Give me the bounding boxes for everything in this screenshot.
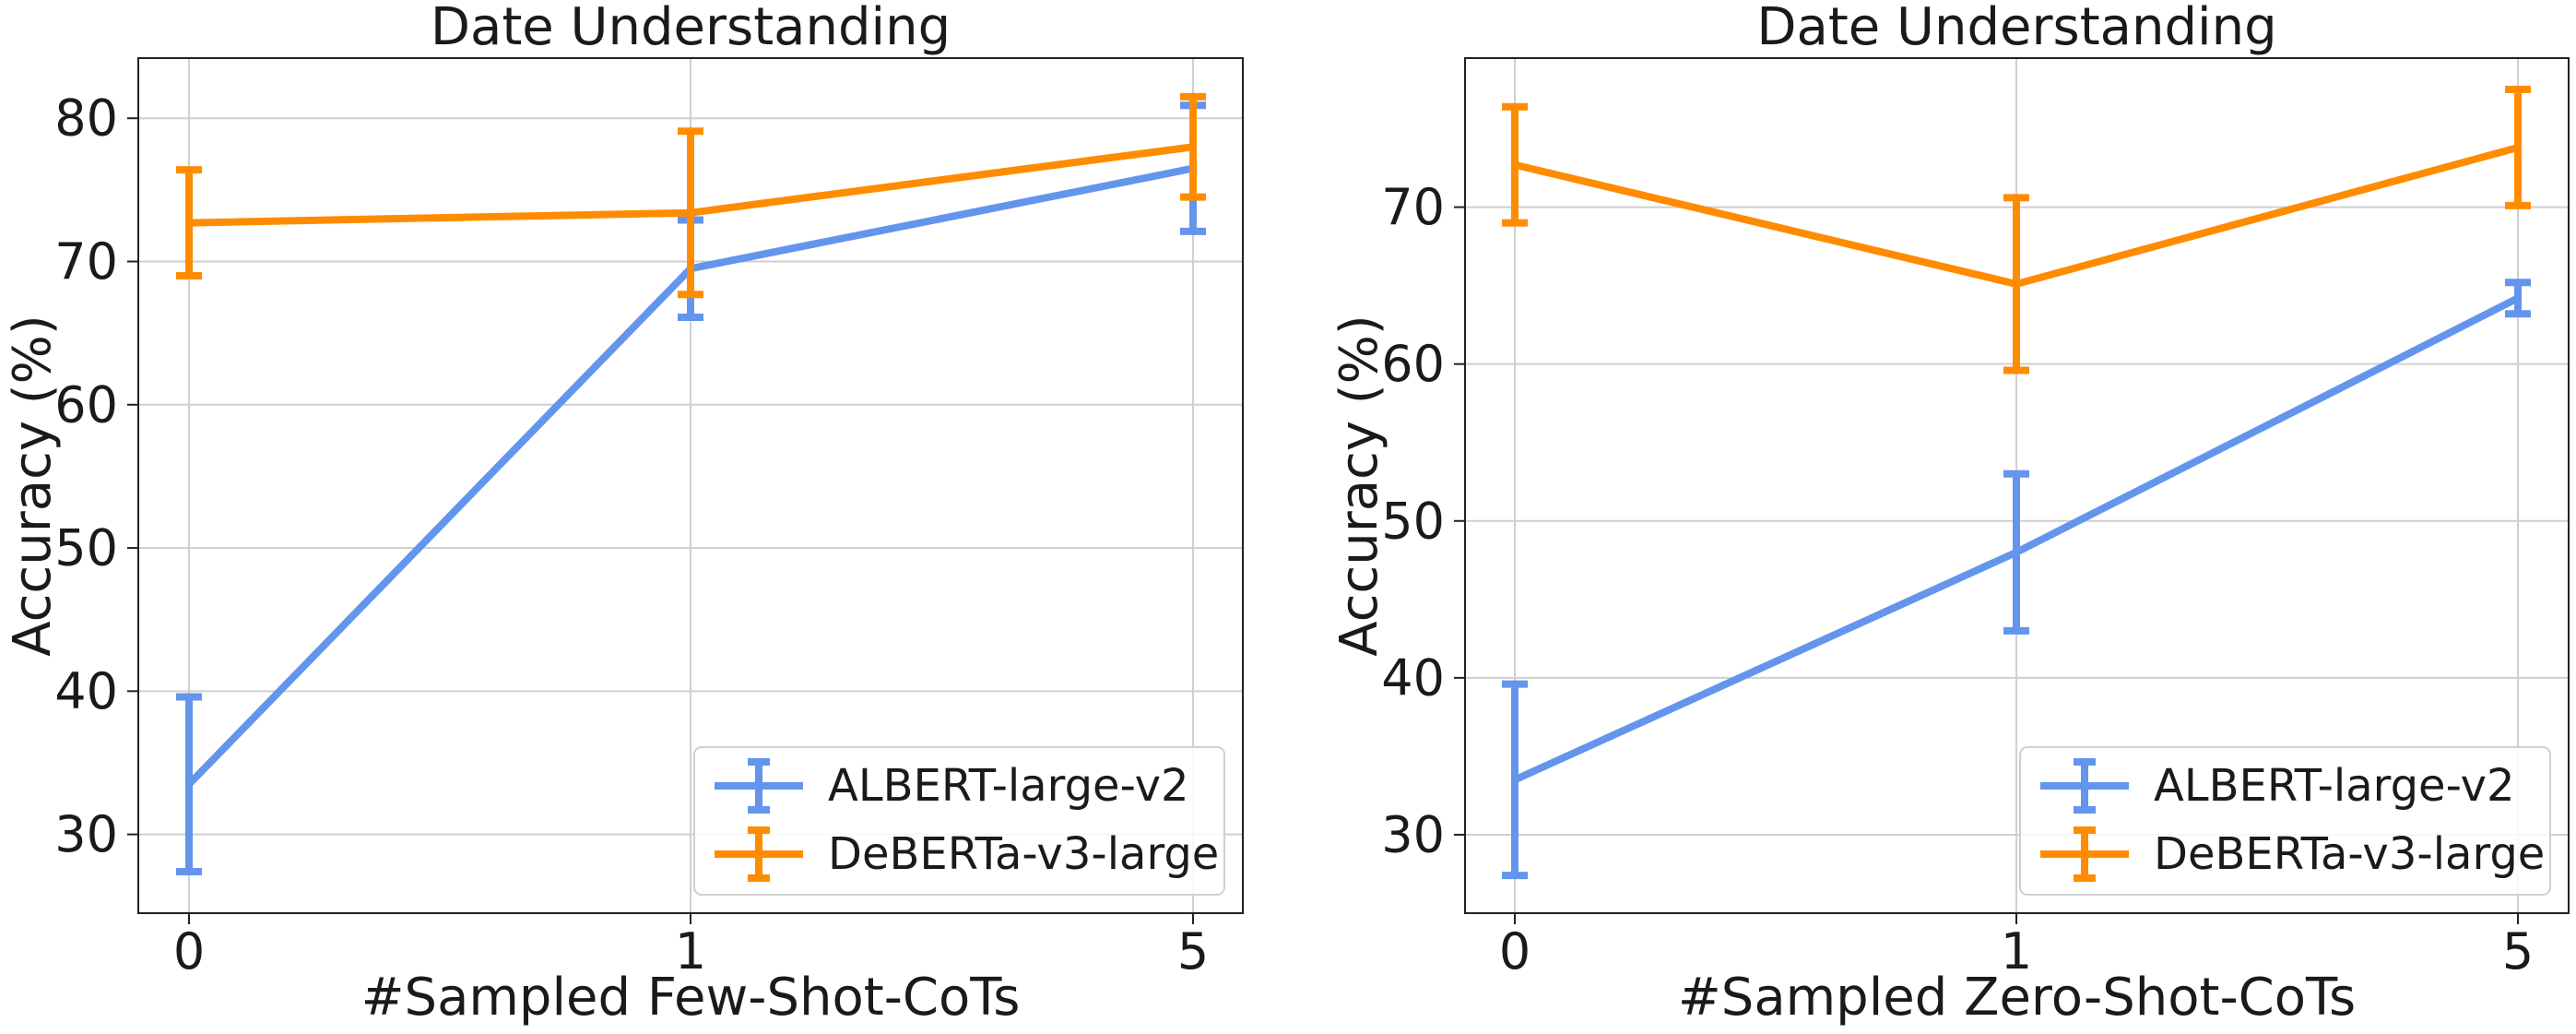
y-axis-label: Accuracy (%) [1329,315,1389,656]
data-point-deberta-v3-large-0 [1514,164,1516,166]
chart-title: Date Understanding [1756,0,2276,57]
error-bar-deberta-v3-large-5 [2505,86,2531,209]
y-tick-label-50: 50 [1381,492,1445,550]
error-bar-albert-large-v2-5 [2505,279,2531,318]
legend-label-albert-large-v2: ALBERT-large-v2 [828,760,1189,812]
legend-frame [693,746,1225,896]
legend-item-deberta-v3-large: DeBERTa-v3-large [715,826,1219,882]
y-tick-label-70: 70 [54,232,118,291]
y-tick-label-30: 30 [54,805,118,863]
x-tick-label-5: 5 [2502,922,2534,981]
legend-label-deberta-v3-large: DeBERTa-v3-large [828,828,1219,880]
x-tick-label-1: 1 [675,922,706,981]
y-tick-label-30: 30 [1381,805,1445,863]
chart-panel-1: 30 40 50 60 70 80 0 1 5 Date Understanding #Sample… [3,0,1244,1028]
data-point-deberta-v3-large-5 [2517,147,2519,149]
plot-frame [1464,57,2570,914]
x-tick-label-0: 0 [1499,922,1530,981]
y-tick-label-40: 40 [54,662,118,720]
x-tick-label-5: 5 [1177,922,1209,981]
plot-frame [137,57,1244,914]
y-tick-label-60: 60 [54,375,118,434]
data-point-albert-large-v2-1 [2015,552,2017,553]
data-point-albert-large-v2-0 [188,783,190,785]
data-point-deberta-v3-large-5 [1192,146,1194,148]
x-axis-label: #Sampled Zero-Shot-CoTs [1678,968,2356,1028]
data-point-deberta-v3-large-0 [188,222,190,224]
legend: ALBERT-large-v2 DeBERTa-v3-large [2019,746,2551,896]
y-tick-label-80: 80 [54,89,118,148]
y-tick-label-60: 60 [1381,335,1445,393]
x-axis-label: #Sampled Few-Shot-CoTs [361,968,1021,1028]
x-tick-label-0: 0 [173,922,205,981]
legend-label-albert-large-v2: ALBERT-large-v2 [2154,760,2515,812]
chart-panel-2: 30 40 50 60 70 0 1 5 Date Understanding #Sampled … [1329,0,2570,1028]
error-bar-albert-large-v2-0 [176,693,202,875]
error-bar-deberta-v3-large-0 [176,166,202,280]
legend-item-deberta-v3-large: DeBERTa-v3-large [2040,826,2545,882]
y-tick-label-40: 40 [1381,648,1445,707]
error-bar-deberta-v3-large-5 [1180,92,1206,201]
error-bar-deberta-v3-large-1 [2003,194,2029,374]
legend-frame [2019,746,2551,896]
chart-title: Date Understanding [431,0,951,57]
legend-item-albert-large-v2: ALBERT-large-v2 [715,758,1189,814]
series-deberta-v3-large [176,92,1206,299]
data-point-albert-large-v2-0 [1514,778,1516,780]
data-point-albert-large-v2-5 [2517,297,2519,299]
x-tick-label-1: 1 [2001,922,2032,981]
y-tick-label-70: 70 [1381,178,1445,236]
legend-item-albert-large-v2: ALBERT-large-v2 [2040,758,2515,814]
error-bar-albert-large-v2-0 [1502,680,1528,880]
error-bar-albert-large-v2-1 [2003,469,2029,635]
data-point-deberta-v3-large-1 [2015,283,2017,285]
legend-label-deberta-v3-large: DeBERTa-v3-large [2154,828,2545,880]
series-albert-large-v2 [1502,279,2531,880]
series-deberta-v3-large [1502,86,2531,374]
error-bar-deberta-v3-large-1 [678,127,703,299]
legend: ALBERT-large-v2 DeBERTa-v3-large [693,746,1225,896]
y-axis-label: Accuracy (%) [3,315,63,656]
error-bar-deberta-v3-large-0 [1502,102,1528,227]
y-tick-label-50: 50 [54,519,118,577]
